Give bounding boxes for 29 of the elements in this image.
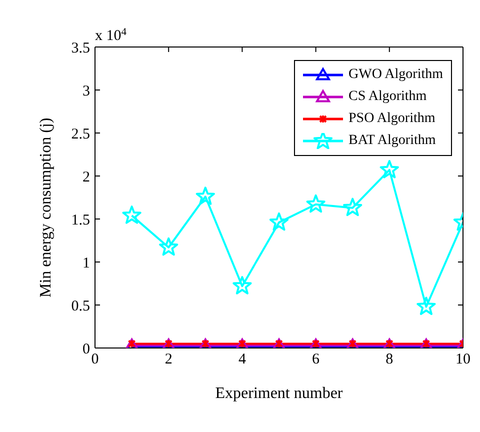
legend-label: GWO Algorithm <box>348 67 443 83</box>
legend-label: BAT Algorithm <box>348 133 436 149</box>
y-tick-label: 2.5 <box>71 126 90 142</box>
point <box>159 237 178 256</box>
x-tick-label: 8 <box>386 352 394 368</box>
y-tick-label: 1 <box>82 255 90 272</box>
x-axis-title: Experiment number <box>215 385 344 402</box>
legend-label: CS Algorithm <box>348 89 427 105</box>
x-tick-label: 10 <box>456 352 470 368</box>
point <box>343 198 362 216</box>
y-axis-title: Min energy consumption (j) <box>38 118 55 298</box>
point <box>416 296 436 315</box>
point <box>306 194 326 213</box>
point <box>380 160 399 178</box>
y-tick-label: 0 <box>82 341 90 358</box>
x-tick-label: 6 <box>312 352 320 368</box>
y-tick-label: 3 <box>82 83 90 100</box>
text: x 10$^{4}$ <box>95 26 128 44</box>
y-tick-label: 1.5 <box>71 212 90 228</box>
point <box>196 186 215 205</box>
x-tick-label: 4 <box>238 352 246 368</box>
y-tick-label: 2 <box>82 169 90 186</box>
point <box>232 276 252 294</box>
point <box>269 212 289 231</box>
x-tick-label: 2 <box>164 352 172 368</box>
legend-label: PSO Algorithm <box>348 111 436 127</box>
y-tick-label: 0.5 <box>71 298 90 314</box>
point <box>122 206 142 224</box>
y-tick-label: 3.5 <box>71 40 90 56</box>
